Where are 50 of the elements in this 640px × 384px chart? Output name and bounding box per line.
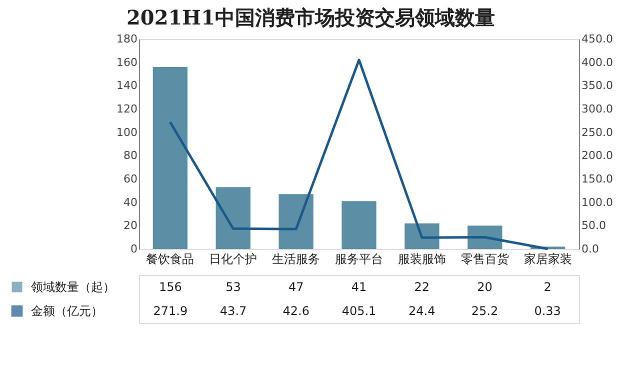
y-tick-label: 40 [124, 196, 138, 209]
data-label: 22 [414, 280, 430, 294]
data-label: 41 [351, 280, 367, 294]
bar [342, 201, 376, 249]
x-tick-label: 餐饮食品 [146, 252, 194, 266]
y-tick-label: 160 [116, 56, 138, 69]
y2-tick-label: 0.0 [582, 242, 599, 256]
y-tick-label: 60 [124, 172, 138, 186]
y-tick-label: 140 [116, 79, 138, 92]
data-label: 24.4 [408, 304, 436, 318]
y2-tick-label: 450.0 [582, 32, 613, 46]
x-tick-label: 家居家装 [524, 252, 572, 266]
x-tick-label: 服务平台 [335, 252, 383, 266]
legend-label: 领域数量（起） [31, 280, 115, 294]
chart-title: 2021H1中国消费市场投资交易领域数量 [126, 6, 495, 30]
bar [216, 187, 250, 249]
y2-tick-label: 50.0 [582, 219, 606, 232]
x-tick-label: 服装服饰 [398, 252, 446, 266]
y2-tick-label: 350.0 [582, 79, 613, 92]
y-tick-label: 120 [116, 102, 138, 116]
legend-label: 金额（亿元） [31, 304, 103, 318]
data-label: 47 [288, 280, 304, 294]
x-tick-label: 生活服务 [272, 252, 320, 266]
y2-tick-label: 400.0 [582, 56, 613, 69]
bar [404, 223, 440, 249]
data-label: 43.7 [220, 304, 247, 318]
y2-tick-label: 200.0 [582, 149, 613, 162]
bar [278, 194, 314, 249]
x-tick-label: 日化个护 [209, 252, 258, 266]
y-tick-label: 180 [116, 32, 138, 46]
data-label: 53 [226, 280, 241, 294]
line-series [168, 58, 550, 250]
y-tick-label: 80 [124, 149, 138, 162]
bar [152, 67, 188, 249]
y2-tick-label: 250.0 [582, 126, 613, 139]
data-label: 271.9 [153, 304, 188, 318]
data-label: 20 [477, 280, 492, 294]
data-label: 25.2 [471, 304, 498, 318]
data-label: 0.33 [534, 304, 561, 318]
data-label: 156 [158, 280, 182, 294]
y-tick-label: 20 [124, 219, 138, 232]
x-tick-label: 零售百货 [460, 252, 509, 266]
data-label: 405.1 [342, 304, 376, 318]
y-tick-label: 0 [130, 242, 138, 256]
y2-tick-label: 100.0 [582, 196, 613, 209]
data-label: 2 [544, 280, 552, 294]
y-tick-label: 100 [116, 126, 138, 139]
data-label: 42.6 [282, 304, 310, 318]
y2-tick-label: 300.0 [582, 102, 613, 116]
y2-tick-label: 150.0 [582, 172, 613, 186]
